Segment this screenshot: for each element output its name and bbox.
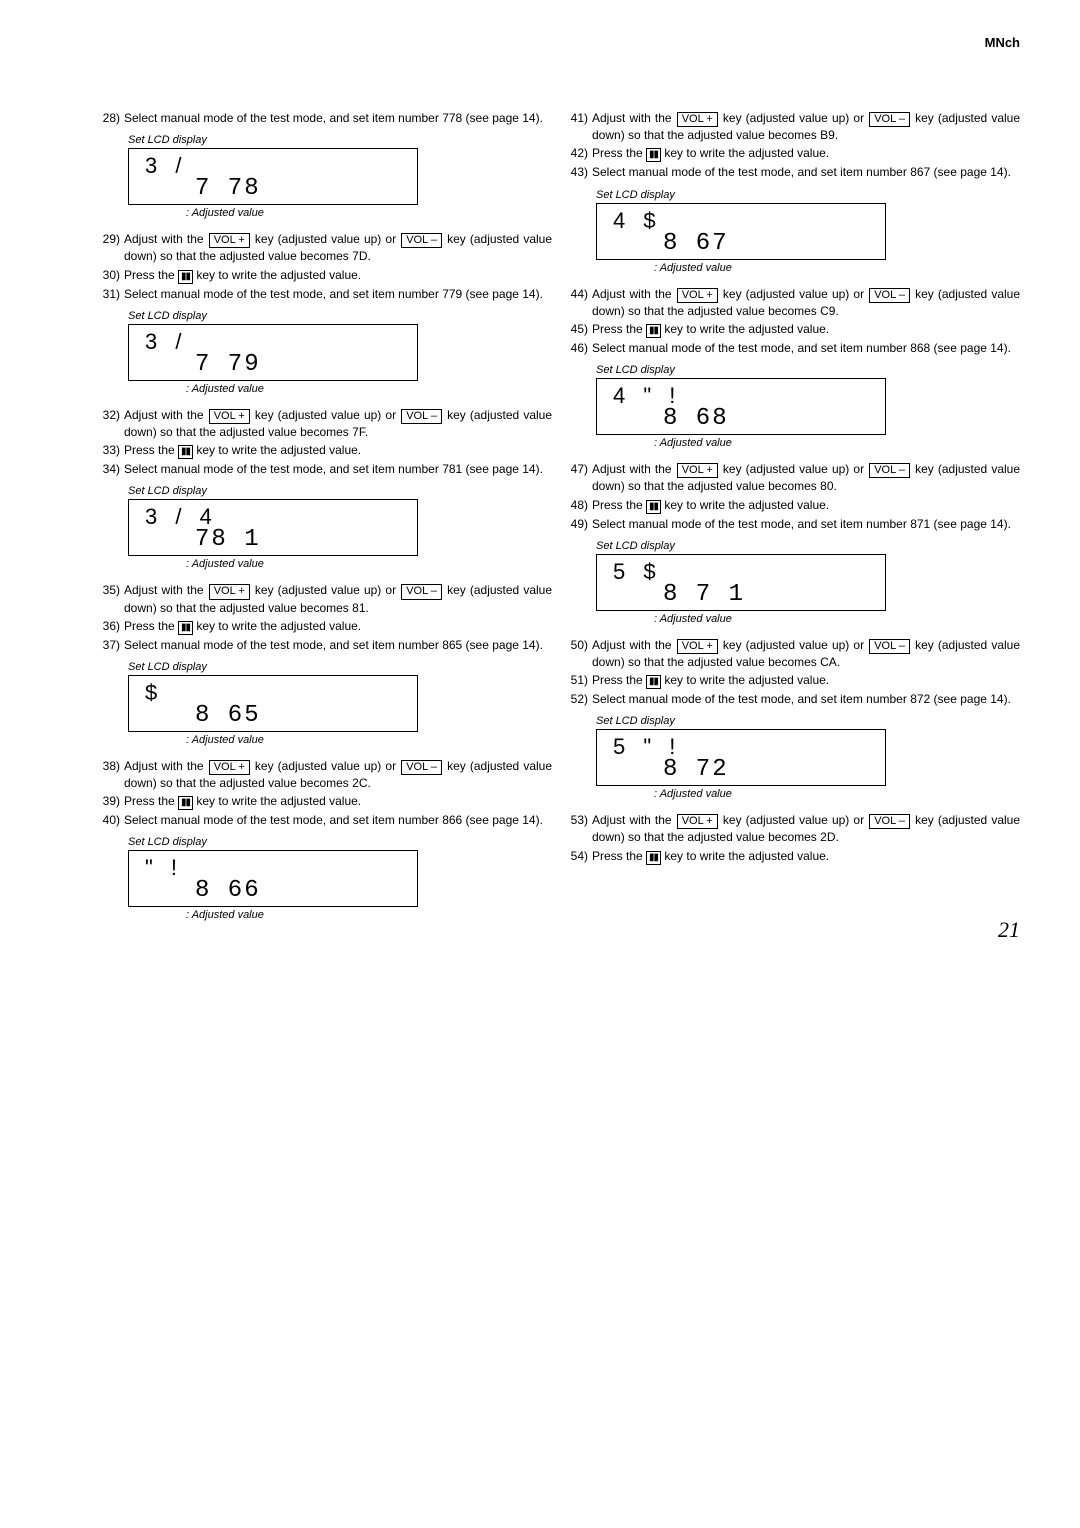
content-columns: 28) Select manual mode of the test mode,… bbox=[100, 110, 1020, 933]
step-45: 45) Press the ▮▮ key to write the adjust… bbox=[568, 321, 1020, 338]
step-42: 42) Press the ▮▮ key to write the adjust… bbox=[568, 145, 1020, 162]
right-column: 41) Adjust with the VOL + key (adjusted … bbox=[560, 110, 1020, 933]
step-49: 49) Select manual mode of the test mode,… bbox=[568, 516, 1020, 532]
lcd-display-6: 4 $ 8 67 bbox=[596, 203, 886, 260]
lcd-block-9: Set LCD display 5 " ! 8 72 : Adjusted va… bbox=[596, 715, 1020, 800]
voldown-key: VOL – bbox=[401, 233, 442, 248]
step-54: 54) Press the ▮▮ key to write the adjust… bbox=[568, 848, 1020, 865]
lcd-display-3: 3 / 4 78 1 bbox=[128, 499, 418, 556]
pause-icon: ▮▮ bbox=[646, 148, 661, 162]
step-46: 46) Select manual mode of the test mode,… bbox=[568, 340, 1020, 356]
voldown-key: VOL – bbox=[869, 288, 910, 303]
lcd-display-2: 3 / 7 79 bbox=[128, 324, 418, 381]
volup-key: VOL + bbox=[677, 288, 718, 303]
voldown-key: VOL – bbox=[401, 760, 442, 775]
step-51: 51) Press the ▮▮ key to write the adjust… bbox=[568, 672, 1020, 689]
lcd-display-4: $ 8 65 bbox=[128, 675, 418, 732]
pause-icon: ▮▮ bbox=[646, 675, 661, 689]
step-37: 37) Select manual mode of the test mode,… bbox=[100, 637, 552, 653]
pause-icon: ▮▮ bbox=[646, 500, 661, 514]
step-39: 39) Press the ▮▮ key to write the adjust… bbox=[100, 793, 552, 810]
step-53: 53) Adjust with the VOL + key (adjusted … bbox=[568, 812, 1020, 845]
pause-icon: ▮▮ bbox=[646, 324, 661, 338]
step-30: 30) Press the ▮▮ key to write the adjust… bbox=[100, 267, 552, 284]
volup-key: VOL + bbox=[209, 409, 250, 424]
step-35: 35) Adjust with the VOL + key (adjusted … bbox=[100, 582, 552, 615]
step-33: 33) Press the ▮▮ key to write the adjust… bbox=[100, 442, 552, 459]
voldown-key: VOL – bbox=[401, 409, 442, 424]
pause-icon: ▮▮ bbox=[178, 796, 193, 810]
left-column: 28) Select manual mode of the test mode,… bbox=[100, 110, 560, 933]
lcd-block-5: Set LCD display " ! 8 66 : Adjusted valu… bbox=[128, 836, 552, 921]
voldown-key: VOL – bbox=[869, 814, 910, 829]
volup-key: VOL + bbox=[677, 639, 718, 654]
step-50: 50) Adjust with the VOL + key (adjusted … bbox=[568, 637, 1020, 670]
lcd-display-5: " ! 8 66 bbox=[128, 850, 418, 907]
step-36: 36) Press the ▮▮ key to write the adjust… bbox=[100, 618, 552, 635]
step-28: 28) Select manual mode of the test mode,… bbox=[100, 110, 552, 126]
step-32: 32) Adjust with the VOL + key (adjusted … bbox=[100, 407, 552, 440]
volup-key: VOL + bbox=[677, 814, 718, 829]
voldown-key: VOL – bbox=[401, 584, 442, 599]
lcd-block-2: Set LCD display 3 / 7 79 : Adjusted valu… bbox=[128, 310, 552, 395]
lcd-display-1: 3 / 7 78 bbox=[128, 148, 418, 205]
volup-key: VOL + bbox=[209, 233, 250, 248]
lcd-block-4: Set LCD display $ 8 65 : Adjusted value bbox=[128, 661, 552, 746]
step-40: 40) Select manual mode of the test mode,… bbox=[100, 812, 552, 828]
pause-icon: ▮▮ bbox=[178, 270, 193, 284]
step-44: 44) Adjust with the VOL + key (adjusted … bbox=[568, 286, 1020, 319]
lcd-display-8: 5 $ 8 7 1 bbox=[596, 554, 886, 611]
lcd-block-3: Set LCD display 3 / 4 78 1 : Adjusted va… bbox=[128, 485, 552, 570]
pause-icon: ▮▮ bbox=[646, 851, 661, 865]
pause-icon: ▮▮ bbox=[178, 445, 193, 459]
lcd-block-1: Set LCD display 3 / 7 78 : Adjusted valu… bbox=[128, 134, 552, 219]
header-label: MNch bbox=[985, 35, 1020, 50]
volup-key: VOL + bbox=[677, 112, 718, 127]
volup-key: VOL + bbox=[677, 463, 718, 478]
step-41: 41) Adjust with the VOL + key (adjusted … bbox=[568, 110, 1020, 143]
lcd-block-6: Set LCD display 4 $ 8 67 : Adjusted valu… bbox=[596, 189, 1020, 274]
lcd-block-7: Set LCD display 4 " ! 8 68 : Adjusted va… bbox=[596, 364, 1020, 449]
step-31: 31) Select manual mode of the test mode,… bbox=[100, 286, 552, 302]
step-48: 48) Press the ▮▮ key to write the adjust… bbox=[568, 497, 1020, 514]
step-38: 38) Adjust with the VOL + key (adjusted … bbox=[100, 758, 552, 791]
step-29: 29) Adjust with the VOL + key (adjusted … bbox=[100, 231, 552, 264]
voldown-key: VOL – bbox=[869, 112, 910, 127]
step-34: 34) Select manual mode of the test mode,… bbox=[100, 461, 552, 477]
step-52: 52) Select manual mode of the test mode,… bbox=[568, 691, 1020, 707]
pause-icon: ▮▮ bbox=[178, 621, 193, 635]
step-47: 47) Adjust with the VOL + key (adjusted … bbox=[568, 461, 1020, 494]
lcd-display-7: 4 " ! 8 68 bbox=[596, 378, 886, 435]
voldown-key: VOL – bbox=[869, 463, 910, 478]
lcd-block-8: Set LCD display 5 $ 8 7 1 : Adjusted val… bbox=[596, 540, 1020, 625]
voldown-key: VOL – bbox=[869, 639, 910, 654]
page-number: 21 bbox=[998, 917, 1020, 943]
volup-key: VOL + bbox=[209, 760, 250, 775]
step-43: 43) Select manual mode of the test mode,… bbox=[568, 164, 1020, 180]
lcd-display-9: 5 " ! 8 72 bbox=[596, 729, 886, 786]
volup-key: VOL + bbox=[209, 584, 250, 599]
